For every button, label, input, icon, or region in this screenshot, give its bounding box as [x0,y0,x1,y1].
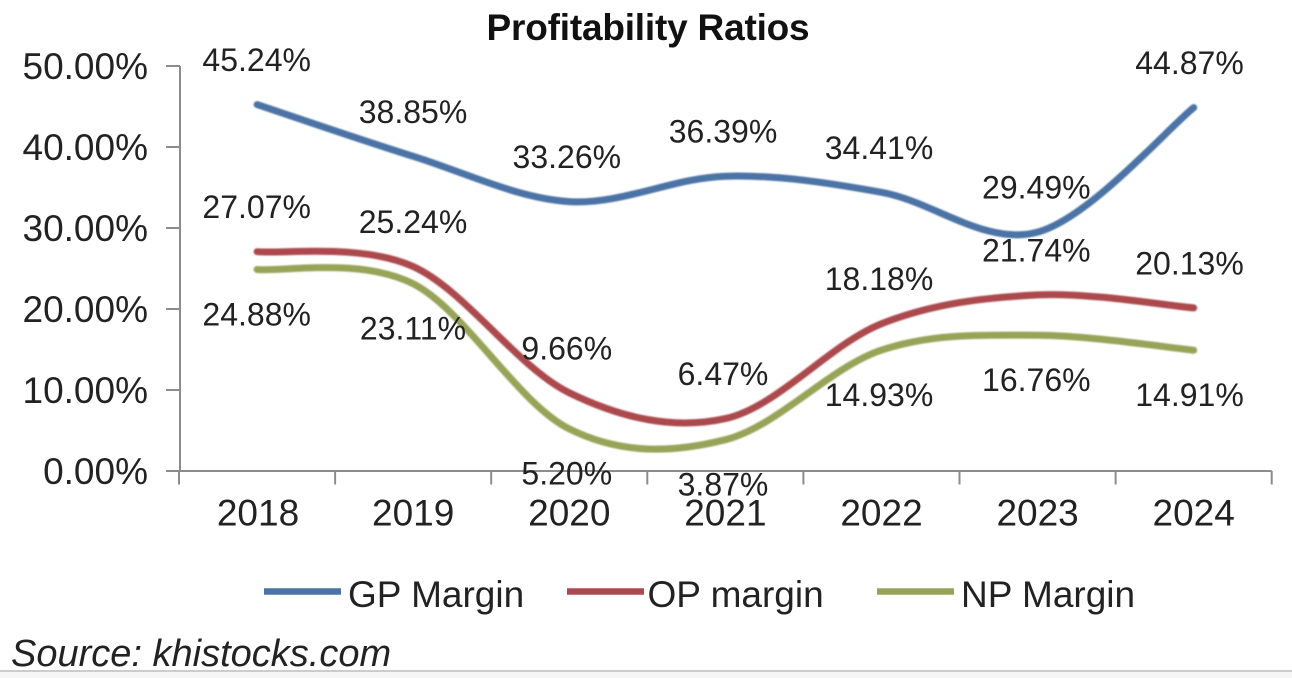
svg-text:0.00%: 0.00% [43,451,148,492]
svg-text:29.49%: 29.49% [982,170,1091,206]
svg-text:2021: 2021 [684,493,766,534]
svg-text:GP Margin: GP Margin [348,574,524,615]
svg-text:5.20%: 5.20% [521,456,612,492]
svg-text:30.00%: 30.00% [23,208,149,249]
svg-text:23.11%: 23.11% [360,311,466,347]
svg-text:36.39%: 36.39% [669,114,778,150]
svg-text:25.24%: 25.24% [359,204,468,240]
svg-text:2022: 2022 [840,493,922,534]
svg-text:44.87%: 44.87% [1135,45,1244,81]
svg-text:45.24%: 45.24% [202,42,311,78]
svg-text:27.07%: 27.07% [202,189,311,225]
svg-text:3.87%: 3.87% [678,467,769,503]
svg-text:40.00%: 40.00% [23,127,149,168]
svg-text:14.93%: 14.93% [825,377,934,413]
svg-text:2023: 2023 [996,493,1078,534]
svg-text:21.74%: 21.74% [982,232,1091,268]
svg-text:2019: 2019 [372,493,454,534]
svg-text:Profitability Ratios: Profitability Ratios [487,7,810,48]
svg-text:2020: 2020 [528,493,610,534]
svg-text:18.18%: 18.18% [825,261,934,297]
svg-text:50.00%: 50.00% [23,46,149,87]
svg-text:10.00%: 10.00% [23,370,149,411]
svg-text:20.00%: 20.00% [23,289,149,330]
svg-text:20.13%: 20.13% [1135,245,1244,281]
svg-text:24.88%: 24.88% [202,296,311,332]
svg-text:2018: 2018 [217,493,299,534]
svg-text:14.91%: 14.91% [1135,377,1244,413]
svg-text:34.41%: 34.41% [825,130,934,166]
svg-text:Source: khistocks.com: Source: khistocks.com [11,633,391,675]
svg-text:33.26%: 33.26% [513,139,622,175]
svg-text:9.66%: 9.66% [521,330,612,366]
svg-text:OP margin: OP margin [648,574,824,615]
svg-text:6.47%: 6.47% [678,356,769,392]
svg-text:NP Margin: NP Margin [961,574,1135,615]
svg-text:16.76%: 16.76% [982,362,1091,398]
svg-text:2024: 2024 [1153,493,1235,534]
svg-text:38.85%: 38.85% [359,94,468,130]
